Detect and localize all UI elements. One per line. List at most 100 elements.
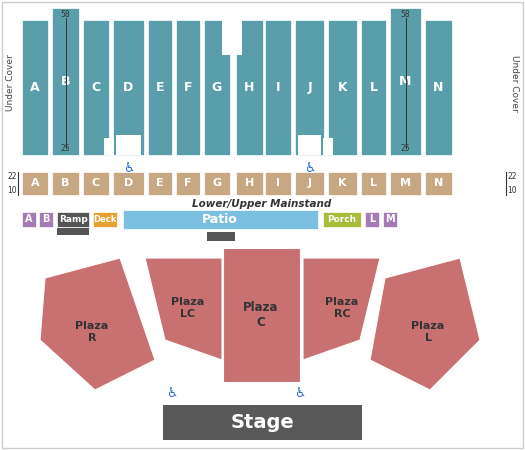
Text: G: G (213, 179, 222, 189)
Text: L: L (370, 179, 377, 189)
Bar (323, 212, 361, 227)
Bar (148, 172, 172, 195)
Text: F: F (184, 81, 192, 94)
Polygon shape (370, 258, 480, 390)
Bar (328, 20, 357, 155)
Text: C: C (91, 81, 101, 94)
Text: N: N (434, 179, 443, 189)
Bar (22, 212, 36, 227)
Bar (57, 228, 89, 235)
Text: 22: 22 (7, 172, 17, 181)
Polygon shape (303, 258, 380, 360)
Text: C: C (92, 179, 100, 189)
Text: A: A (30, 179, 39, 189)
Bar (123, 210, 318, 229)
Text: M: M (400, 75, 412, 88)
Bar (207, 232, 235, 241)
Bar (236, 20, 263, 155)
Text: G: G (212, 81, 222, 94)
Bar (83, 172, 109, 195)
Text: Ramp: Ramp (59, 215, 87, 224)
Bar (22, 172, 48, 195)
Text: Plaza
LC: Plaza LC (171, 297, 205, 319)
Bar (323, 138, 333, 155)
Text: F: F (184, 179, 192, 189)
Text: A: A (30, 81, 40, 94)
Polygon shape (40, 258, 155, 390)
Text: H: H (244, 81, 255, 94)
Bar (361, 172, 386, 195)
Text: Stage: Stage (230, 413, 295, 432)
Text: 58: 58 (401, 10, 411, 19)
Bar (390, 172, 421, 195)
Text: 25: 25 (401, 144, 411, 153)
Bar (383, 212, 397, 227)
Bar (328, 172, 357, 195)
Text: B: B (61, 179, 70, 189)
Bar (93, 212, 117, 227)
Text: I: I (276, 81, 280, 94)
Text: ♿: ♿ (166, 387, 177, 400)
Bar (204, 172, 230, 195)
Text: Deck: Deck (93, 215, 117, 224)
Bar (365, 212, 379, 227)
Text: 10: 10 (507, 186, 517, 195)
Text: B: B (61, 75, 70, 88)
Text: 10: 10 (7, 186, 17, 195)
Text: 58: 58 (61, 10, 70, 19)
Bar (222, 20, 242, 55)
Text: 22: 22 (507, 172, 517, 181)
Bar (298, 135, 321, 155)
Text: L: L (369, 215, 375, 225)
Bar (148, 20, 172, 155)
Bar (204, 20, 230, 155)
Bar (22, 20, 48, 155)
Text: K: K (338, 81, 348, 94)
Bar (265, 20, 291, 155)
Text: 25: 25 (61, 144, 70, 153)
Bar (425, 20, 452, 155)
Text: Plaza
C: Plaza C (243, 301, 279, 329)
Text: K: K (338, 179, 347, 189)
Text: D: D (123, 81, 134, 94)
Text: Porch: Porch (328, 215, 356, 224)
Text: ♿: ♿ (295, 387, 306, 400)
Bar (52, 8, 79, 155)
Bar (236, 172, 263, 195)
Text: D: D (124, 179, 133, 189)
Text: Plaza
RC: Plaza RC (326, 297, 359, 319)
Bar (295, 20, 324, 155)
Text: Patio: Patio (202, 213, 238, 226)
Bar (116, 135, 141, 155)
Polygon shape (145, 258, 222, 360)
Text: E: E (156, 81, 164, 94)
Bar (113, 172, 144, 195)
Bar (425, 172, 452, 195)
Text: J: J (308, 179, 311, 189)
Bar (176, 20, 200, 155)
Bar (295, 172, 324, 195)
Bar (83, 20, 109, 155)
Text: Under Cover: Under Cover (509, 54, 519, 112)
Polygon shape (223, 248, 300, 382)
Text: B: B (43, 215, 50, 225)
Bar (265, 172, 291, 195)
Bar (57, 212, 89, 227)
Text: J: J (307, 81, 312, 94)
Text: A: A (25, 215, 33, 225)
Text: I: I (276, 179, 280, 189)
Text: ♿: ♿ (304, 162, 315, 175)
Text: ♿: ♿ (123, 162, 134, 175)
Text: E: E (156, 179, 164, 189)
Text: M: M (385, 215, 395, 225)
Bar (361, 20, 386, 155)
Bar (113, 20, 144, 155)
Text: L: L (370, 81, 377, 94)
Text: Plaza
R: Plaza R (76, 321, 109, 343)
Bar (52, 172, 79, 195)
Text: Under Cover: Under Cover (6, 54, 16, 112)
Text: N: N (433, 81, 444, 94)
Text: Plaza
L: Plaza L (412, 321, 445, 343)
Bar (163, 405, 362, 440)
Bar (176, 172, 200, 195)
